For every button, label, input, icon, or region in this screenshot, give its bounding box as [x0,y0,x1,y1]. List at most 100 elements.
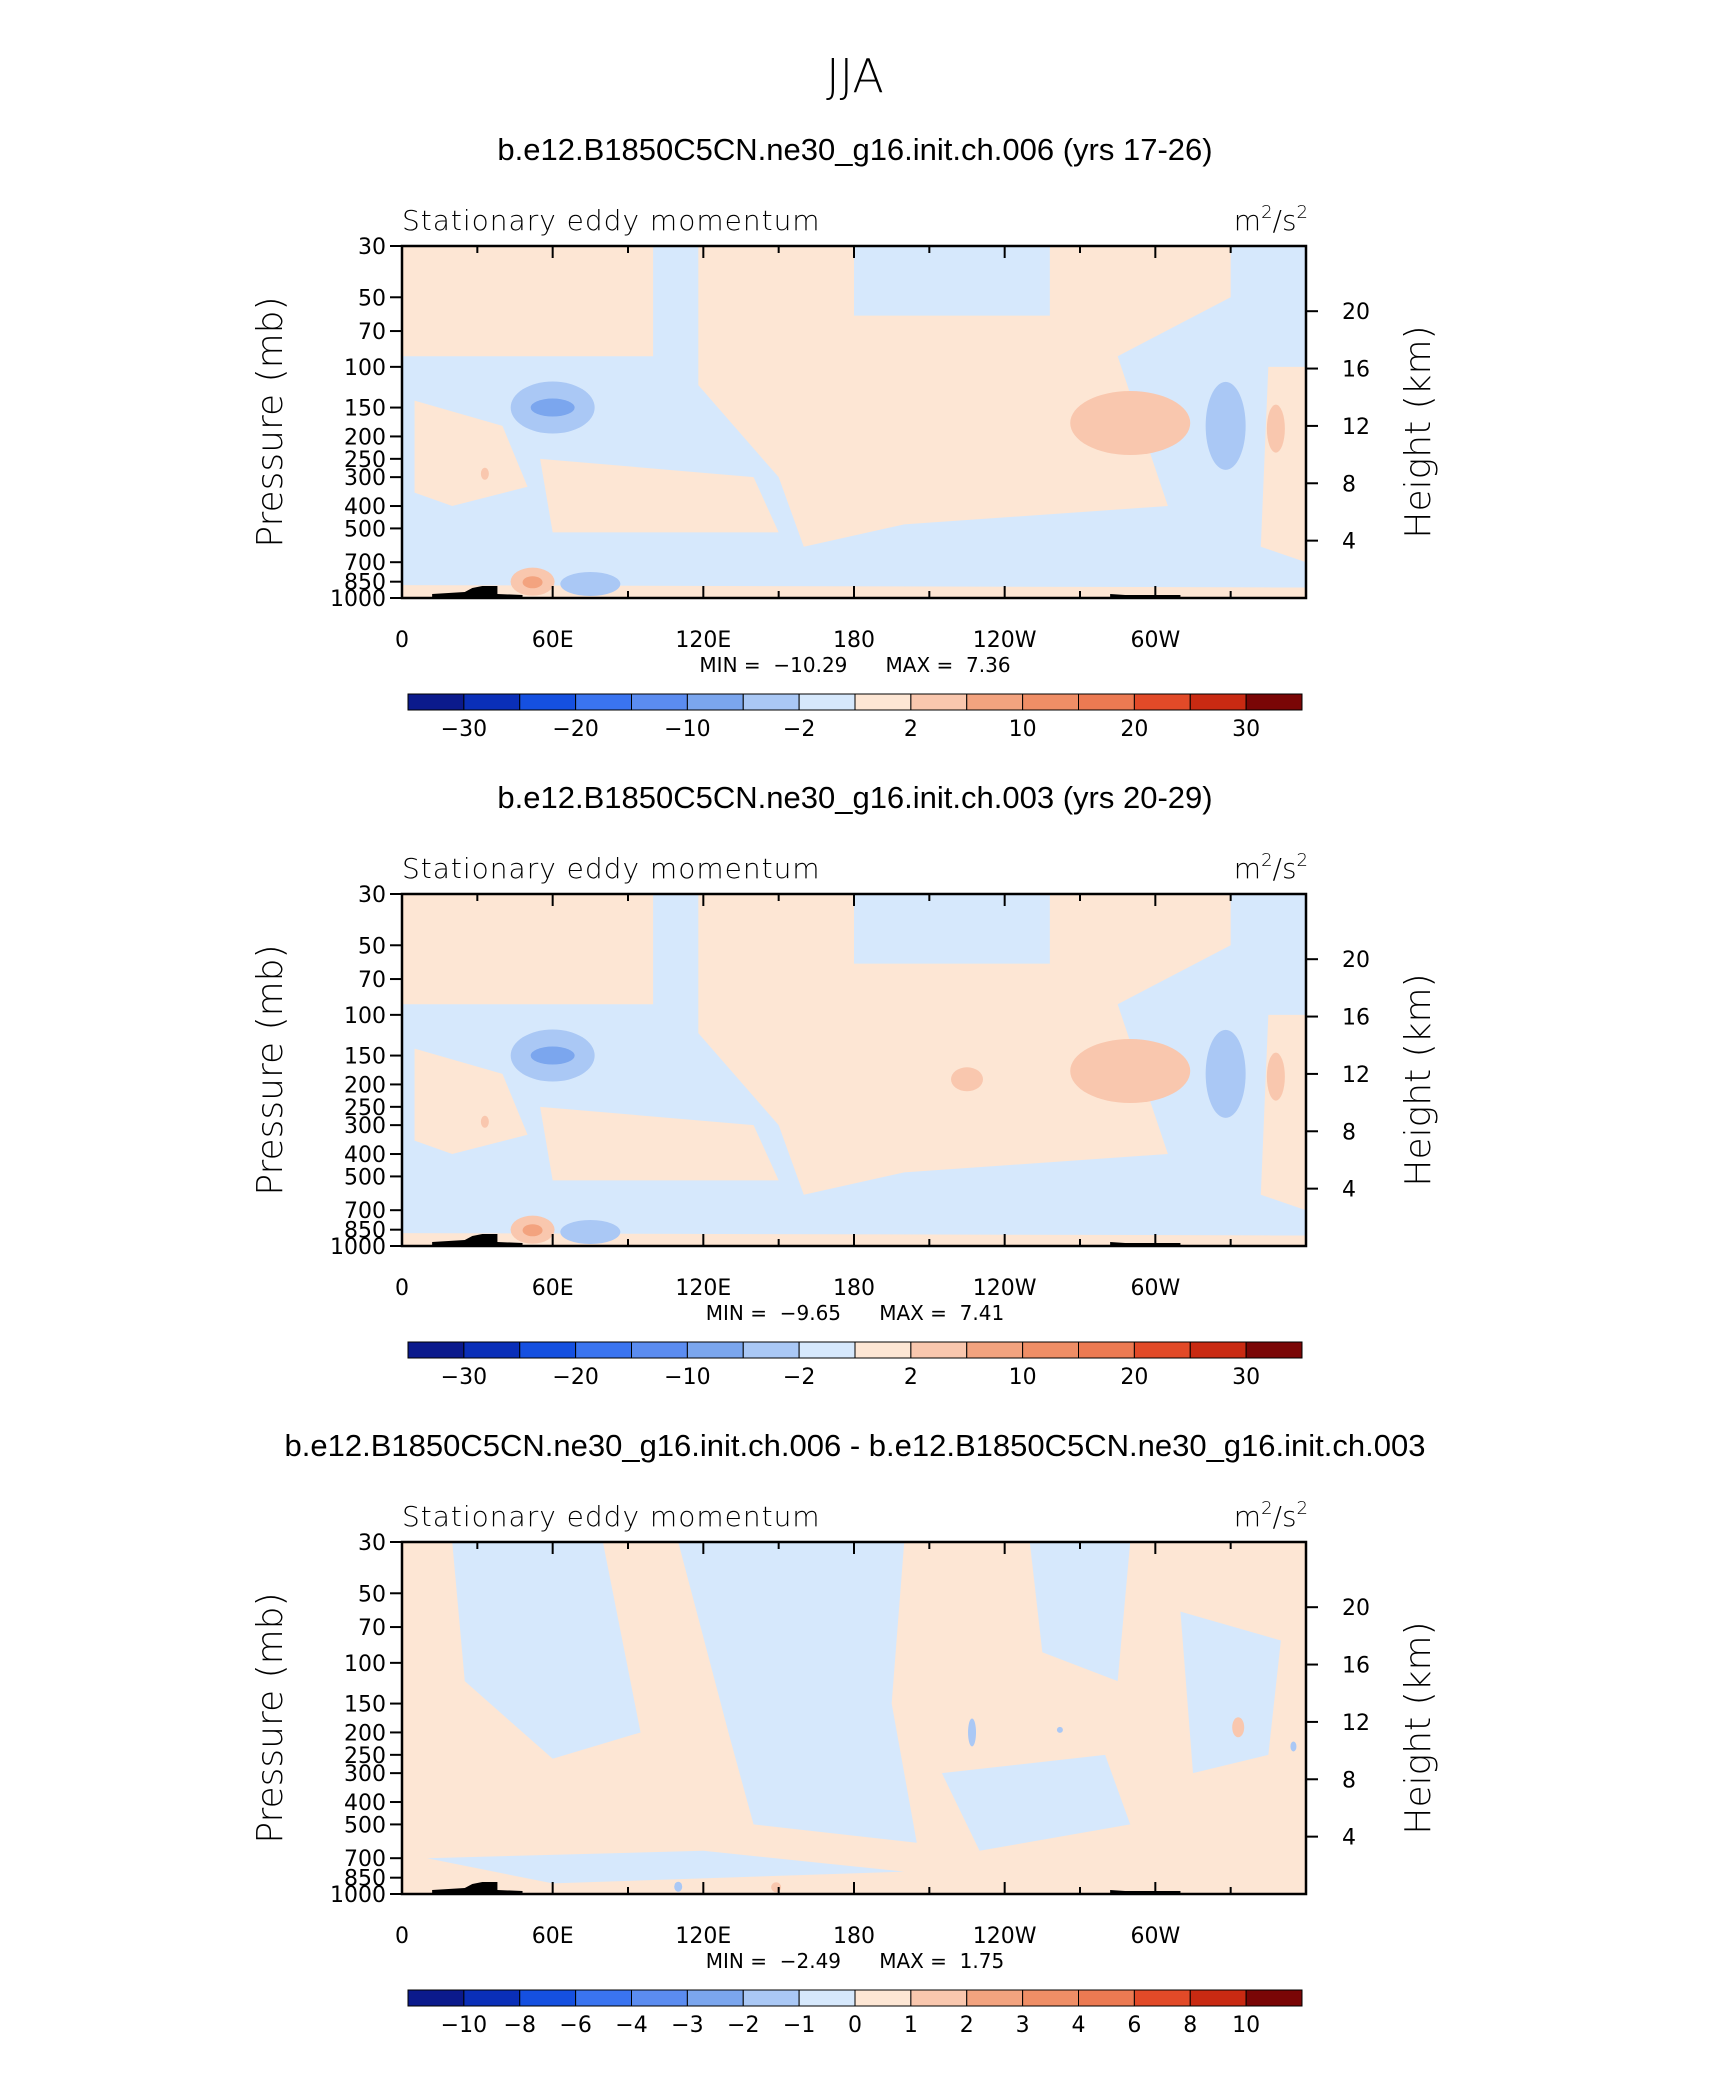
colorbar-swatch [519,693,577,711]
y2-tick-label: 16 [1342,1006,1370,1031]
colorbar-swatch [798,1989,856,2007]
colorbar-swatch [966,1341,1024,1359]
colorbar-label: −6 [559,2013,591,2038]
y-tick-label: 70 [358,968,386,993]
min-max-readout: MIN = −9.65 MAX = 7.41 [706,1301,1004,1325]
positive-region [414,400,528,507]
contour-field [402,894,1306,1246]
colorbar-label: 4 [1072,2013,1086,2038]
y-tick-label: 400 [344,495,386,520]
y-axis-label: Pressure (mb) [250,1592,291,1843]
colorbar-swatch [1022,1341,1079,1359]
colorbar-label: 30 [1232,717,1260,742]
colorbar-swatch [1022,1989,1079,2007]
colorbar-swatch [575,693,632,711]
y2-tick-label: 12 [1342,1711,1370,1736]
y-tick-label: 30 [358,883,386,908]
colorbar-swatch [854,1341,912,1359]
positive-region [540,458,779,533]
colorbar-label: 10 [1009,1365,1037,1390]
negative-core [530,398,575,417]
colorbar-label: 10 [1232,2013,1260,2038]
colorbar-label: −10 [664,1365,710,1390]
colorbar-swatch [1133,1341,1191,1359]
colorbar-label: 1 [904,2013,918,2038]
x-tick-label: 60E [532,628,574,653]
x-tick-label: 60W [1130,628,1180,653]
y2-tick-label: 12 [1342,1063,1370,1088]
colorbar-label: −1 [783,2013,815,2038]
colorbar-label: −2 [783,1365,815,1390]
colorbar-label: −20 [552,717,598,742]
positive-core [522,576,543,589]
chart-panel-1: b.e12.B1850C5CN.ne30_g16.init.ch.006 (yr… [250,132,1439,742]
y2-tick-label: 4 [1342,1826,1356,1851]
colorbar-label: −3 [671,2013,703,2038]
colorbar-swatch [742,693,800,711]
positive-region [402,894,654,1005]
y-tick-label: 850 [344,571,386,596]
y-tick-label: 850 [344,1867,386,1892]
colorbar-label: −2 [783,717,815,742]
colorbar-label: −30 [441,1365,487,1390]
y-tick-label: 150 [344,1045,386,1070]
colorbar-swatch [575,1341,632,1359]
positive-core [1266,1052,1285,1101]
figure-title: JJA [826,49,884,103]
panel-title: b.e12.B1850C5CN.ne30_g16.init.ch.006 - b… [285,1428,1426,1463]
y2-tick-label: 20 [1342,300,1370,325]
positive-region [698,894,1231,1195]
colorbar-swatch [463,1989,521,2007]
y-tick-label: 50 [358,934,386,959]
colorbar-swatch [1189,693,1247,711]
y-tick-label: 700 [344,551,386,576]
variable-label: Stationary eddy momentum [402,1500,821,1533]
colorbar-swatch [686,693,744,711]
y-tick-label: 300 [344,466,386,491]
y-tick-label: 700 [344,1847,386,1872]
negative-region [452,1542,641,1759]
y-tick-label: 30 [358,235,386,260]
y-tick-label: 100 [344,356,386,381]
x-tick-label: 0 [395,1276,409,1301]
colorbar-label: 2 [904,1365,918,1390]
colorbar-swatch [463,693,521,711]
y-tick-label: 300 [344,1762,386,1787]
colorbar-label: −8 [504,2013,536,2038]
contour-field [402,1542,1306,1894]
chart-panel-2: b.e12.B1850C5CN.ne30_g16.init.ch.003 (yr… [250,780,1439,1390]
x-tick-label: 120W [973,1924,1037,1949]
colorbar: −10 −8 −6 −4 −3 −2 −1 0 1 2 3 4 6 8 10 [407,1989,1303,2038]
colorbar-swatch [519,1989,577,2007]
colorbar-label: −2 [727,2013,759,2038]
variable-label: Stationary eddy momentum [402,204,821,237]
y-tick-label: 250 [344,448,386,473]
y-axis-label: Pressure (mb) [250,944,291,1195]
colorbar-label: 8 [1183,2013,1197,2038]
negative-core [1290,1741,1297,1752]
y-tick-label: 400 [344,1143,386,1168]
y-tick-label: 100 [344,1004,386,1029]
y-tick-label: 250 [344,1744,386,1769]
negative-core [1205,381,1246,470]
y-tick-label: 1000 [330,1235,386,1260]
colorbar-label: −4 [615,2013,647,2038]
colorbar-swatch [966,693,1024,711]
y2-axis-label: Height (km) [1398,973,1439,1186]
y2-axis-label: Height (km) [1398,1621,1439,1834]
colorbar-swatch [910,693,968,711]
y-tick-label: 30 [358,1531,386,1556]
colorbar-swatch [742,1341,800,1359]
colorbar-swatch [854,1989,912,2007]
x-tick-label: 120W [973,1276,1037,1301]
negative-region [427,1850,905,1884]
colorbar-label: 20 [1120,717,1148,742]
colorbar-swatch [1189,1989,1247,2007]
colorbar-label: −20 [552,1365,598,1390]
colorbar-swatch [798,693,856,711]
y-tick-label: 200 [344,1721,386,1746]
colorbar-swatch [1245,1341,1303,1359]
y2-axis-label: Height (km) [1398,325,1439,538]
panel-title: b.e12.B1850C5CN.ne30_g16.init.ch.006 (yr… [497,132,1212,167]
x-tick-label: 60E [532,1276,574,1301]
